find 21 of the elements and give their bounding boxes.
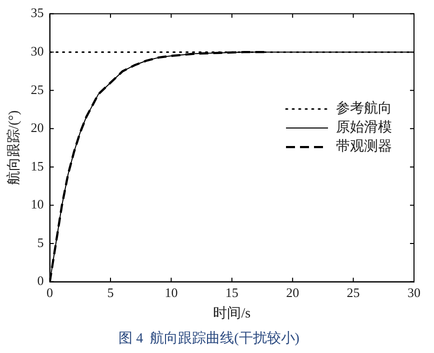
- y-tick-label: 20: [30, 120, 44, 136]
- x-tick-label: 0: [46, 285, 54, 300]
- y-tick-label: 0: [37, 273, 44, 288]
- x-tick-label: 10: [164, 285, 178, 300]
- x-axis-title: 时间/s: [213, 305, 251, 322]
- y-axis-title: 航向跟踪/(°): [6, 110, 22, 186]
- x-tick-label: 20: [286, 285, 300, 300]
- legend-label: 参考航向: [336, 100, 392, 117]
- y-tick-label: 15: [30, 158, 44, 174]
- x-tick-label: 5: [107, 285, 114, 300]
- x-tick-label: 15: [225, 285, 238, 300]
- legend-label: 原始滑模: [336, 120, 392, 136]
- x-tick-label: 30: [408, 285, 420, 300]
- y-tick-label: 35: [30, 5, 44, 20]
- y-tick-label: 25: [30, 82, 44, 97]
- x-tick-label: 25: [346, 285, 360, 300]
- y-tick-label: 30: [30, 44, 44, 59]
- y-tick-label: 5: [37, 234, 44, 250]
- y-tick-label: 10: [30, 196, 44, 212]
- text: 图 4 航向跟踪曲线(干扰较小): [118, 330, 300, 346]
- legend-label: 带观测器: [336, 138, 392, 155]
